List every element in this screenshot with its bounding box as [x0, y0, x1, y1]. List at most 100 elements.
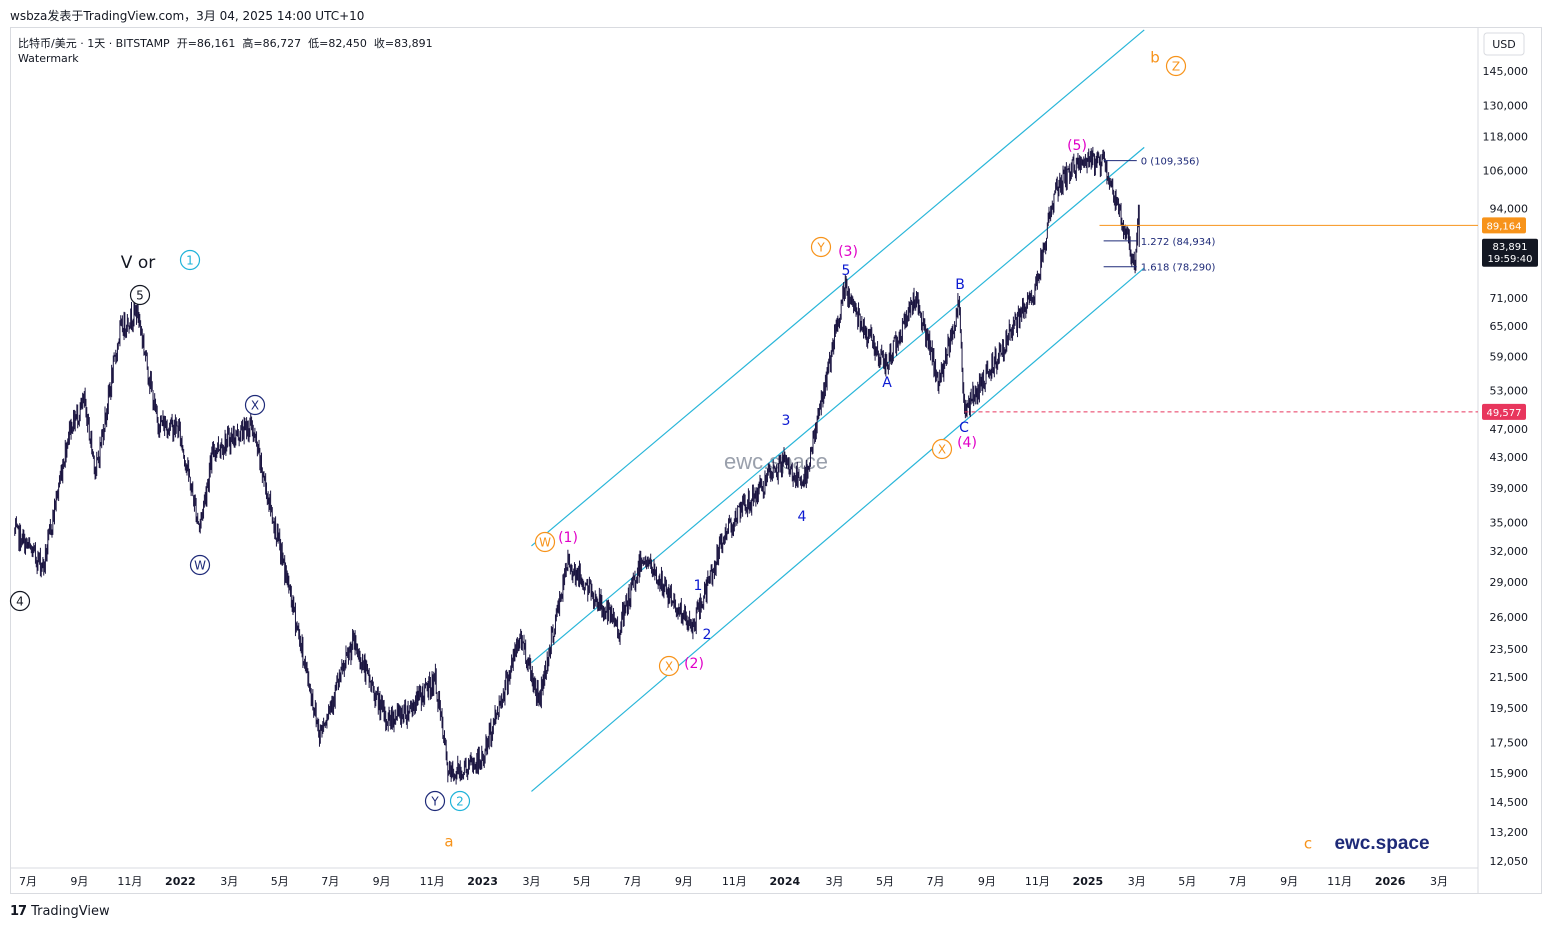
wave-label[interactable]: 1	[694, 578, 703, 594]
wave-label[interactable]: 1	[186, 253, 194, 267]
tradingview-brand: TradingView	[31, 904, 110, 919]
wave-label[interactable]: b	[1150, 48, 1160, 66]
x-tick-label: 11月	[1327, 875, 1352, 888]
wave-label[interactable]: (5)	[1067, 138, 1087, 154]
x-tick-label: 7月	[19, 875, 37, 888]
last-price-value: 83,891	[1493, 242, 1528, 253]
x-tick-label: 5月	[573, 875, 591, 888]
wave-label[interactable]: 5	[136, 288, 144, 302]
x-tick-label: 5月	[876, 875, 894, 888]
wave-label-circle	[424, 790, 446, 812]
wave-label[interactable]: a	[444, 832, 453, 850]
high-value: 86,727	[262, 37, 302, 50]
tradingview-footer[interactable]: 17 TradingView	[10, 904, 110, 919]
y-tick-label: 26,000	[1490, 611, 1529, 624]
wave-label-circle	[1165, 55, 1187, 77]
indicator-watermark-label[interactable]: Watermark	[18, 52, 79, 65]
y-tick-label: 12,050	[1490, 855, 1529, 868]
x-tick-label: 7月	[927, 875, 945, 888]
wave-label[interactable]: Z	[1172, 59, 1180, 73]
wave-label-circle	[189, 554, 211, 576]
wave-label[interactable]: X	[665, 659, 673, 673]
wave-label-circle	[449, 790, 471, 812]
x-tick-label: 9月	[978, 875, 996, 888]
x-tick-label: 2023	[467, 875, 498, 888]
x-tick-label: 2022	[165, 875, 196, 888]
currency-label: USD	[1492, 38, 1516, 51]
x-tick-label: 5月	[1178, 875, 1196, 888]
y-tick-label: 17,500	[1490, 737, 1529, 750]
y-tick-label: 39,000	[1490, 482, 1529, 495]
wave-label[interactable]: A	[882, 375, 892, 391]
wave-label-circle	[658, 655, 680, 677]
wave-label[interactable]: C	[959, 420, 969, 436]
fib-level-label: 1.272 (84,934)	[1141, 237, 1216, 248]
y-tick-label: 14,500	[1490, 796, 1529, 809]
x-tick-label: 7月	[321, 875, 339, 888]
y-tick-label: 35,000	[1490, 516, 1529, 529]
wave-label[interactable]: W	[539, 535, 551, 549]
y-tick-label: 71,000	[1490, 292, 1529, 305]
wave-label-circle	[534, 531, 556, 553]
close-label: 收	[373, 37, 385, 50]
y-tick-label: 23,500	[1490, 643, 1529, 656]
brand-watermark: ewc.space	[1334, 833, 1429, 854]
x-tick-label: 3月	[1128, 875, 1146, 888]
wave-label[interactable]: 2	[456, 794, 464, 808]
currency-button[interactable]	[1483, 32, 1525, 56]
fib-level-label: 0 (109,356)	[1141, 157, 1200, 168]
wave-label[interactable]: 4	[798, 509, 807, 525]
bar-countdown: 19:59:40	[1488, 254, 1533, 265]
wave-label[interactable]: 4	[16, 594, 24, 608]
wave-label[interactable]: W	[194, 558, 206, 572]
wave-label[interactable]: Y	[816, 240, 825, 254]
wave-label-circle	[931, 438, 953, 460]
y-tick-label: 106,000	[1483, 164, 1529, 177]
wave-label-circle	[129, 284, 151, 306]
symbol-name[interactable]: 比特币/美元 · 1天 · BITSTAMP	[18, 37, 170, 50]
tradingview-logo-icon: 17	[10, 904, 27, 919]
wave-label[interactable]: c	[1304, 834, 1312, 852]
wave-label[interactable]: 2	[703, 627, 712, 643]
chart-frame	[10, 27, 1542, 894]
y-tick-label: 65,000	[1490, 320, 1529, 333]
y-tick-label: 59,000	[1490, 351, 1529, 364]
wave-label[interactable]: Y	[430, 794, 439, 808]
channel-line	[531, 29, 1145, 547]
wave-label[interactable]: (3)	[838, 244, 858, 260]
channel-line	[531, 267, 1145, 792]
high-label: 高	[242, 37, 254, 50]
symbol-info: 比特币/美元 · 1天 · BITSTAMP 开=86,161 高=86,727…	[18, 37, 433, 50]
x-tick-label: 3月	[826, 875, 844, 888]
y-tick-label: 53,000	[1490, 385, 1529, 398]
y-tick-label: 94,000	[1490, 203, 1529, 216]
y-tick-label: 19,500	[1490, 702, 1529, 715]
wave-label-circle	[810, 236, 832, 258]
orange-level-badge	[1482, 217, 1526, 234]
red-level-badge	[1482, 403, 1526, 420]
x-tick-label: 9月	[373, 875, 391, 888]
wave-label[interactable]: (1)	[558, 530, 578, 546]
open-label: 开	[176, 37, 188, 50]
wave-label[interactable]: (4)	[957, 435, 977, 451]
fib-level-label: 1.618 (78,290)	[1141, 263, 1216, 274]
candles	[14, 146, 1140, 785]
wave-label[interactable]: X	[938, 442, 946, 456]
y-tick-label: 29,000	[1490, 576, 1529, 589]
x-tick-label: 5月	[271, 875, 289, 888]
wave-label[interactable]: B	[955, 277, 965, 293]
wave-label[interactable]: (2)	[684, 656, 704, 672]
x-tick-label: 7月	[1229, 875, 1247, 888]
wave-label[interactable]: V or	[121, 253, 155, 273]
low-label: 低	[308, 37, 320, 50]
x-tick-label: 11月	[420, 875, 445, 888]
wave-label[interactable]: 5	[842, 263, 851, 279]
wave-label[interactable]: 3	[782, 413, 791, 429]
wave-label-circle	[9, 590, 31, 612]
x-tick-label: 9月	[675, 875, 693, 888]
close-value: 83,891	[394, 37, 433, 50]
wave-label[interactable]: X	[251, 398, 259, 412]
publish-header: wsbza发表于TradingView.com，3月 04, 2025 14:0…	[10, 9, 365, 23]
x-tick-label: 11月	[722, 875, 747, 888]
